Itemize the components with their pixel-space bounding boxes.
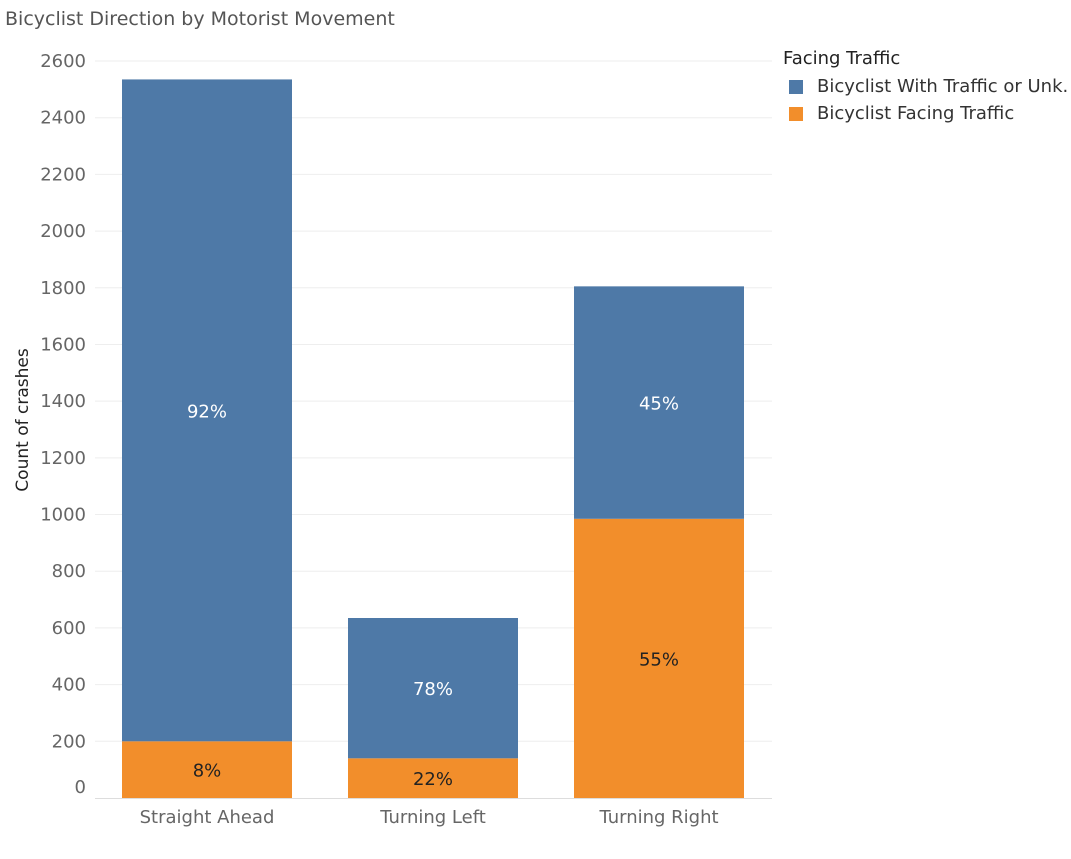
y-tick-label: 1000 bbox=[40, 505, 86, 526]
legend-title: Facing Traffic bbox=[783, 48, 901, 69]
y-tick-label: 600 bbox=[52, 618, 86, 639]
y-tick-label: 1400 bbox=[40, 391, 86, 412]
y-tick-label: 1800 bbox=[40, 278, 86, 299]
y-tick-label: 2200 bbox=[40, 164, 86, 185]
x-tick-label: Straight Ahead bbox=[140, 807, 275, 828]
y-tick-label: 800 bbox=[52, 561, 86, 582]
data-label-facing-traffic: 22% bbox=[413, 769, 453, 790]
y-axis-label: Count of crashes bbox=[13, 348, 33, 492]
legend[interactable]: Facing Traffic Bicyclist With Traffic or… bbox=[783, 48, 1068, 127]
y-tick-label: 1200 bbox=[40, 448, 86, 469]
y-tick-label: 1600 bbox=[40, 334, 86, 355]
data-label-with-traffic: 78% bbox=[413, 679, 453, 700]
y-tick-label: 2400 bbox=[40, 108, 86, 129]
data-label-facing-traffic: 8% bbox=[193, 761, 222, 782]
legend-label-facing-traffic: Bicyclist Facing Traffic bbox=[817, 103, 1015, 124]
chart-title: Bicyclist Direction by Motorist Movement bbox=[5, 8, 395, 30]
y-tick-label: 2000 bbox=[40, 221, 86, 242]
legend-swatch-facing-traffic bbox=[789, 106, 803, 121]
legend-swatch-with-traffic bbox=[789, 79, 803, 94]
bar-facing-traffic[interactable] bbox=[348, 758, 518, 798]
x-tick-label: Turning Left bbox=[379, 807, 486, 828]
legend-item-with-traffic[interactable]: Bicyclist With Traffic or Unk. bbox=[783, 73, 1068, 100]
axes: 0 200 400 600 800 1000 1200 1400 1600 1800 2000 220… bbox=[40, 51, 772, 828]
x-tick-label: Turning Right bbox=[598, 807, 718, 828]
bar-chart: 0 200 400 600 800 1000 1200 1400 1600 1800 2000 220… bbox=[13, 51, 772, 828]
data-labels: 8% 92% 22% 78% 55% 45% bbox=[187, 394, 679, 791]
data-label-with-traffic: 45% bbox=[639, 394, 679, 415]
bar-with-traffic[interactable] bbox=[574, 286, 744, 519]
bar-facing-traffic[interactable] bbox=[122, 741, 292, 798]
bar-with-traffic[interactable] bbox=[348, 618, 518, 759]
y-tick-label: 0 bbox=[75, 777, 86, 798]
y-tick-label: 200 bbox=[52, 731, 86, 752]
data-label-with-traffic: 92% bbox=[187, 401, 227, 422]
y-tick-label: 400 bbox=[52, 675, 86, 696]
legend-item-facing-traffic[interactable]: Bicyclist Facing Traffic bbox=[783, 100, 1068, 127]
bars bbox=[122, 79, 744, 798]
data-label-facing-traffic: 55% bbox=[639, 649, 679, 670]
legend-label-with-traffic: Bicyclist With Traffic or Unk. bbox=[817, 76, 1069, 97]
bar-with-traffic[interactable] bbox=[122, 79, 292, 742]
y-tick-label: 2600 bbox=[40, 51, 86, 72]
bar-facing-traffic[interactable] bbox=[574, 518, 744, 798]
